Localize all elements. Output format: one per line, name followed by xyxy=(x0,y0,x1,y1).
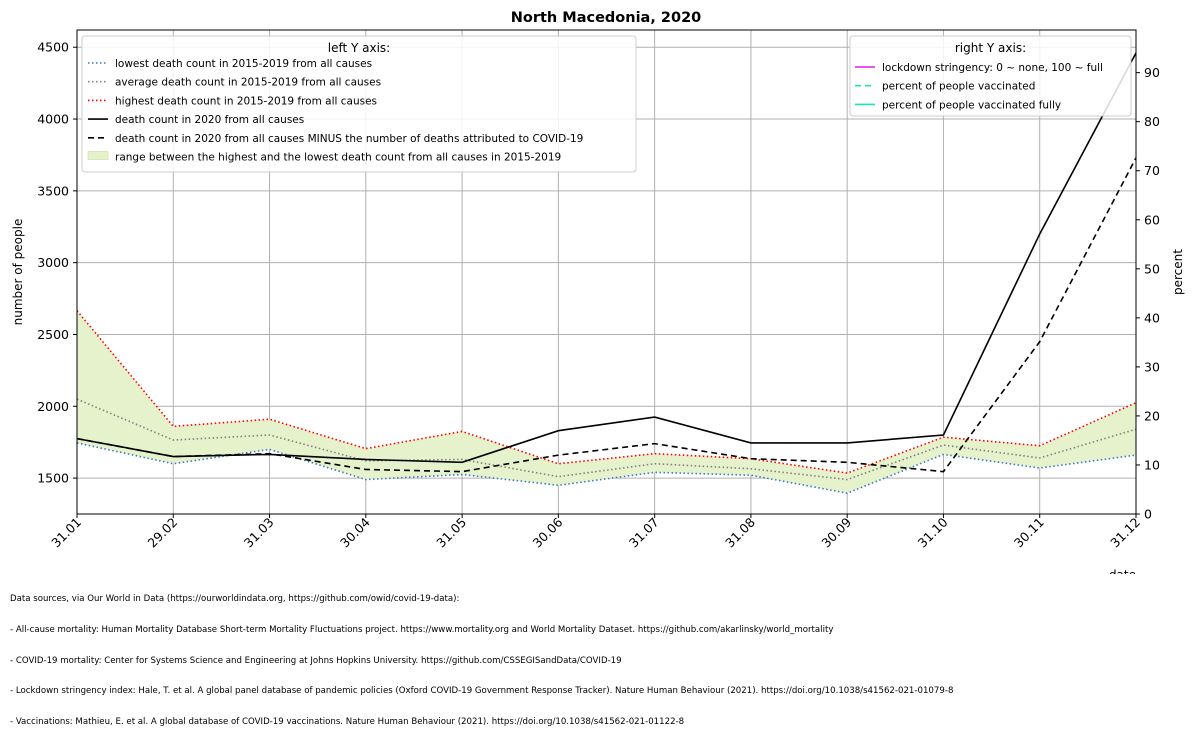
series-line-4 xyxy=(76,157,1137,473)
legend-left-box xyxy=(81,35,637,173)
series-layer xyxy=(76,52,1137,495)
chart-svg: 1500 2000 2500 3000 3500 4000 4500 0 10 20 30 40 50… xyxy=(11,10,1185,582)
left-y-axis: 1500 2000 2500 3000 3500 4000 4500 xyxy=(37,40,77,486)
footer-line: Data sources, via Our World in Data (htt… xyxy=(10,594,460,605)
x-tick-label: 30.09 xyxy=(818,514,854,550)
x-tick-label: 31.12 xyxy=(1107,515,1143,551)
series-line-0 xyxy=(76,442,1137,495)
x-tick-label: 30.04 xyxy=(337,514,373,550)
x-tick-label: 31.08 xyxy=(722,514,758,550)
footer-line: - All-cause mortality: Human Mortality D… xyxy=(10,625,834,636)
legend-left-entry: highest death count in 2015-2019 from al… xyxy=(115,95,377,107)
y-tick-label-left: 3500 xyxy=(37,183,69,198)
y-tick-label-right: 90 xyxy=(1144,65,1160,80)
y-tick-label-left: 4000 xyxy=(37,112,69,127)
chart-figure: 1500 2000 2500 3000 3500 4000 4500 0 10 20 30 40 50… xyxy=(10,10,1185,727)
legend-right-entry: percent of people vaccinated fully xyxy=(882,99,1061,111)
y-tick-label-left: 2000 xyxy=(37,399,69,414)
y-axis-label-left: number of people xyxy=(11,219,25,326)
y-tick-label-right: 70 xyxy=(1144,163,1160,178)
legend-right-entry: lockdown stringency: 0 ~ none, 100 ~ ful… xyxy=(882,62,1103,74)
y-tick-label-right: 10 xyxy=(1144,457,1160,472)
y-tick-label-right: 30 xyxy=(1144,359,1160,374)
series-line-3 xyxy=(76,52,1137,464)
y-tick-label-right: 20 xyxy=(1144,408,1160,423)
x-tick-label: 30.11 xyxy=(1011,515,1047,551)
x-tick-label: 31.10 xyxy=(915,514,951,550)
x-tick-label: 30.06 xyxy=(530,514,566,550)
legend-swatch-band xyxy=(87,151,109,160)
legend-left-entry: range between the highest and the lowest… xyxy=(115,152,561,164)
legend-left-entry: average death count in 2015-2019 from al… xyxy=(115,77,381,89)
data-sources-footer: Data sources, via Our World in Data (htt… xyxy=(10,574,953,747)
legend-left-axis: left Y axis: lowest death count in 2015-2… xyxy=(81,35,637,173)
x-axis: 31.01 29.02 31.03 30.04 31.05 30.06 31.07 31.08… xyxy=(48,514,1143,550)
y-tick-label-right: 40 xyxy=(1144,310,1160,325)
y-tick-label-left: 2500 xyxy=(37,327,69,342)
y-axis-label-right: percent xyxy=(1171,249,1185,295)
plot-frame xyxy=(76,29,1137,515)
range-band xyxy=(77,310,1136,494)
x-tick-label: 31.07 xyxy=(626,515,662,551)
x-tick-label: 29.02 xyxy=(144,515,180,551)
legend-left-entry: lowest death count in 2015-2019 from all… xyxy=(115,58,372,70)
footer-line: - COVID-19 mortality: Center for Systems… xyxy=(10,655,622,666)
legend-right-box xyxy=(849,35,1132,117)
right-y-axis: 0 10 20 30 40 50 60 70 80 90 xyxy=(1136,65,1160,522)
y-tick-label-left: 1500 xyxy=(37,471,69,486)
legend-right-entry: percent of people vaccinated xyxy=(882,81,1035,93)
x-axis-label: date xyxy=(1109,568,1136,574)
legend-right-title: right Y axis: xyxy=(955,41,1026,55)
footer-line: - Vaccinations: Mathieu, E. et al. A glo… xyxy=(10,716,685,727)
y-tick-label-left: 3000 xyxy=(37,255,69,270)
y-tick-label-right: 50 xyxy=(1144,261,1160,276)
legend-left-entry: death count in 2020 from all causes MINU… xyxy=(115,133,583,145)
x-tick-label: 31.05 xyxy=(433,515,469,551)
legend-right-axis: right Y axis: lockdown stringency: 0 ~ no… xyxy=(849,35,1132,117)
x-tick-label: 31.01 xyxy=(48,515,84,551)
y-tick-label-right: 0 xyxy=(1144,507,1152,522)
y-tick-label-left: 4500 xyxy=(37,40,69,55)
legend-left-entry: death count in 2020 from all causes xyxy=(115,114,304,126)
y-tick-label-right: 60 xyxy=(1144,212,1160,227)
legend-left-title: left Y axis: xyxy=(328,41,390,55)
series-line-2 xyxy=(76,310,1137,474)
footer-line: - Lockdown stringency index: Hale, T. et… xyxy=(10,686,954,697)
range-band-layer xyxy=(77,310,1136,494)
chart-title: North Macedonia, 2020 xyxy=(511,10,702,26)
y-tick-label-right: 80 xyxy=(1144,114,1160,129)
series-line-1 xyxy=(76,398,1137,481)
x-tick-label: 31.03 xyxy=(241,515,277,551)
